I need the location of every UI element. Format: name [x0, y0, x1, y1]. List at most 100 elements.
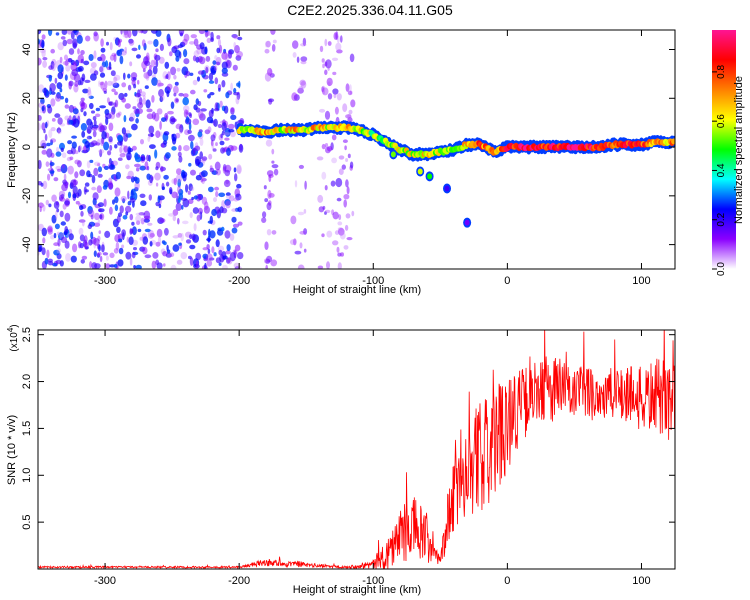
spectrogram-noise-cell	[135, 156, 142, 163]
spectrogram-noise-cell	[155, 259, 160, 266]
spectrogram-noise-cell	[317, 265, 324, 269]
spectrogram-noise-cell	[195, 107, 201, 113]
spectrogram-noise-cell	[199, 42, 205, 50]
spectrogram-noise-cell	[91, 140, 98, 146]
spectrogram-noise-cell	[131, 77, 137, 82]
spectrogram-x-ticks: -300 -200 -100 0 100	[94, 30, 651, 287]
spectrogram-noise-cell	[230, 145, 238, 151]
spectrogram-noise-cell	[128, 236, 134, 245]
spectrogram-noise-cell	[170, 66, 177, 76]
spectrogram-noise-cell	[117, 134, 123, 142]
spectrogram-noise-cell	[157, 195, 161, 204]
spectrogram-noise-cell	[117, 39, 122, 48]
spectrogram-noise-cell	[225, 250, 231, 255]
spectrogram-noise-cell	[140, 91, 146, 97]
spectrogram-noise-cell	[64, 240, 70, 249]
spectrogram-noise-cell	[208, 186, 214, 193]
spectrogram-noise-cell	[198, 30, 206, 35]
spectrogram-noise-cell	[190, 34, 197, 39]
spectrogram-noise-cell	[190, 169, 196, 176]
spectrogram-noise-cell	[47, 168, 54, 172]
spectrogram-noise-cell	[83, 60, 90, 66]
spectrogram-noise-cell	[195, 158, 200, 167]
spectrogram-noise-cell	[108, 181, 113, 189]
spectrogram-noise-cell	[99, 66, 104, 73]
spectrogram-noise-cell	[336, 197, 342, 202]
spectrogram-noise-cell	[216, 61, 220, 66]
spectrogram-noise-cell	[114, 91, 118, 96]
spectrogram-noise-cell	[90, 121, 94, 129]
spectrogram-noise-cell	[159, 120, 162, 130]
spectrogram-noise-cell	[124, 205, 132, 213]
spectrogram-noise-cell	[213, 252, 217, 257]
spectrogram-noise-cell	[234, 45, 240, 54]
spectrogram-noise-cell	[218, 249, 223, 256]
spectrogram-x-label: Height of straight line (km)	[293, 284, 421, 296]
spectrogram-noise-cell	[56, 127, 62, 134]
spectrogram-noise-cell	[99, 213, 105, 221]
spectrogram-noise-cell	[204, 30, 209, 33]
spectrogram-noise-cell	[140, 200, 147, 207]
spectrogram-x-tick-label: 100	[632, 275, 650, 287]
spectrogram-noise-cell	[80, 259, 86, 264]
spectrogram-noise-cell	[219, 100, 223, 108]
spectrogram-noise-cell	[47, 261, 54, 266]
spectrogram-noise-cell	[156, 228, 163, 238]
snr-x-tick-label: -100	[362, 575, 384, 587]
spectrogram-noise-cell	[79, 100, 85, 107]
spectrogram-noise-cell	[337, 252, 342, 257]
spectrogram-noise-cell	[162, 251, 168, 257]
spectrogram-noise-cell	[56, 82, 63, 90]
spectrogram-noise-cell	[344, 224, 349, 231]
spectrogram-noise-cell	[119, 146, 123, 154]
spectrogram-noise-cell	[224, 169, 231, 177]
spectrogram-noise-cell	[190, 89, 196, 95]
spectrogram-noise-cell	[172, 137, 177, 145]
spectrogram-noise-cell	[108, 101, 114, 106]
spectrogram-noise-cell	[133, 265, 137, 269]
spectrogram-noise-cell	[235, 55, 242, 61]
spectrogram-noise-cell	[185, 116, 190, 124]
spectrogram-noise-cell	[117, 141, 123, 146]
spectrogram-noise-cell	[158, 89, 164, 98]
spectrogram-noise-cell	[195, 260, 199, 269]
spectrogram-noise-cell	[316, 156, 324, 161]
spectrogram-y-ticks: -40 -20 0 20 40	[21, 43, 675, 253]
spectrogram-y-tick-label: 0	[21, 144, 33, 150]
spectrogram-noise-cell	[224, 199, 231, 206]
spectrogram-noise-cell	[102, 185, 108, 190]
spectrogram-noise-cell	[334, 230, 340, 235]
outlier-point	[390, 151, 396, 158]
spectrogram-noise-cell	[94, 263, 101, 269]
spectrogram-noise-cell	[335, 42, 342, 51]
spectrogram-noise-cell	[318, 206, 325, 213]
spectrogram-noise-cell	[164, 86, 171, 94]
spectrogram-noise-cell	[223, 105, 229, 114]
spectrogram-noise-cell	[167, 37, 172, 47]
spectrogram-noise-cell	[129, 257, 133, 266]
spectrogram-noise-cell	[79, 234, 85, 242]
spectrogram-noise-cell	[98, 208, 102, 213]
spectrogram-noise-cell	[97, 163, 101, 167]
spectrogram-noise-cell	[264, 258, 270, 264]
figure-title: C2E2.2025.336.04.11.G05	[287, 2, 453, 18]
spectrogram-noise-cell	[232, 223, 240, 228]
spectrogram-noise-cell	[80, 97, 85, 102]
spectrogram-noise-cell	[53, 249, 60, 256]
spectrogram-noise-cell	[346, 186, 350, 195]
spectrogram-noise-cell	[215, 168, 221, 176]
spectrogram-noise-cell	[109, 144, 113, 151]
spectrogram-noise-cell	[159, 43, 164, 52]
spectrogram-noise-cell	[345, 179, 349, 188]
spectrogram-noise-cell	[113, 76, 118, 82]
spectrogram-noise-cell	[42, 180, 48, 190]
spectrogram-noise-cell	[237, 252, 244, 260]
spectrogram-noise-cell	[111, 88, 116, 93]
spectrogram-noise-cell	[41, 227, 47, 237]
spectrogram-noise-cell	[197, 55, 203, 63]
spectrogram-noise-cell	[124, 31, 129, 39]
spectrogram-noise-cell	[64, 104, 70, 109]
spectrogram-noise-cell	[38, 202, 44, 208]
spectrogram-noise-cell	[127, 30, 132, 39]
spectrogram-noise-cell	[64, 74, 68, 81]
